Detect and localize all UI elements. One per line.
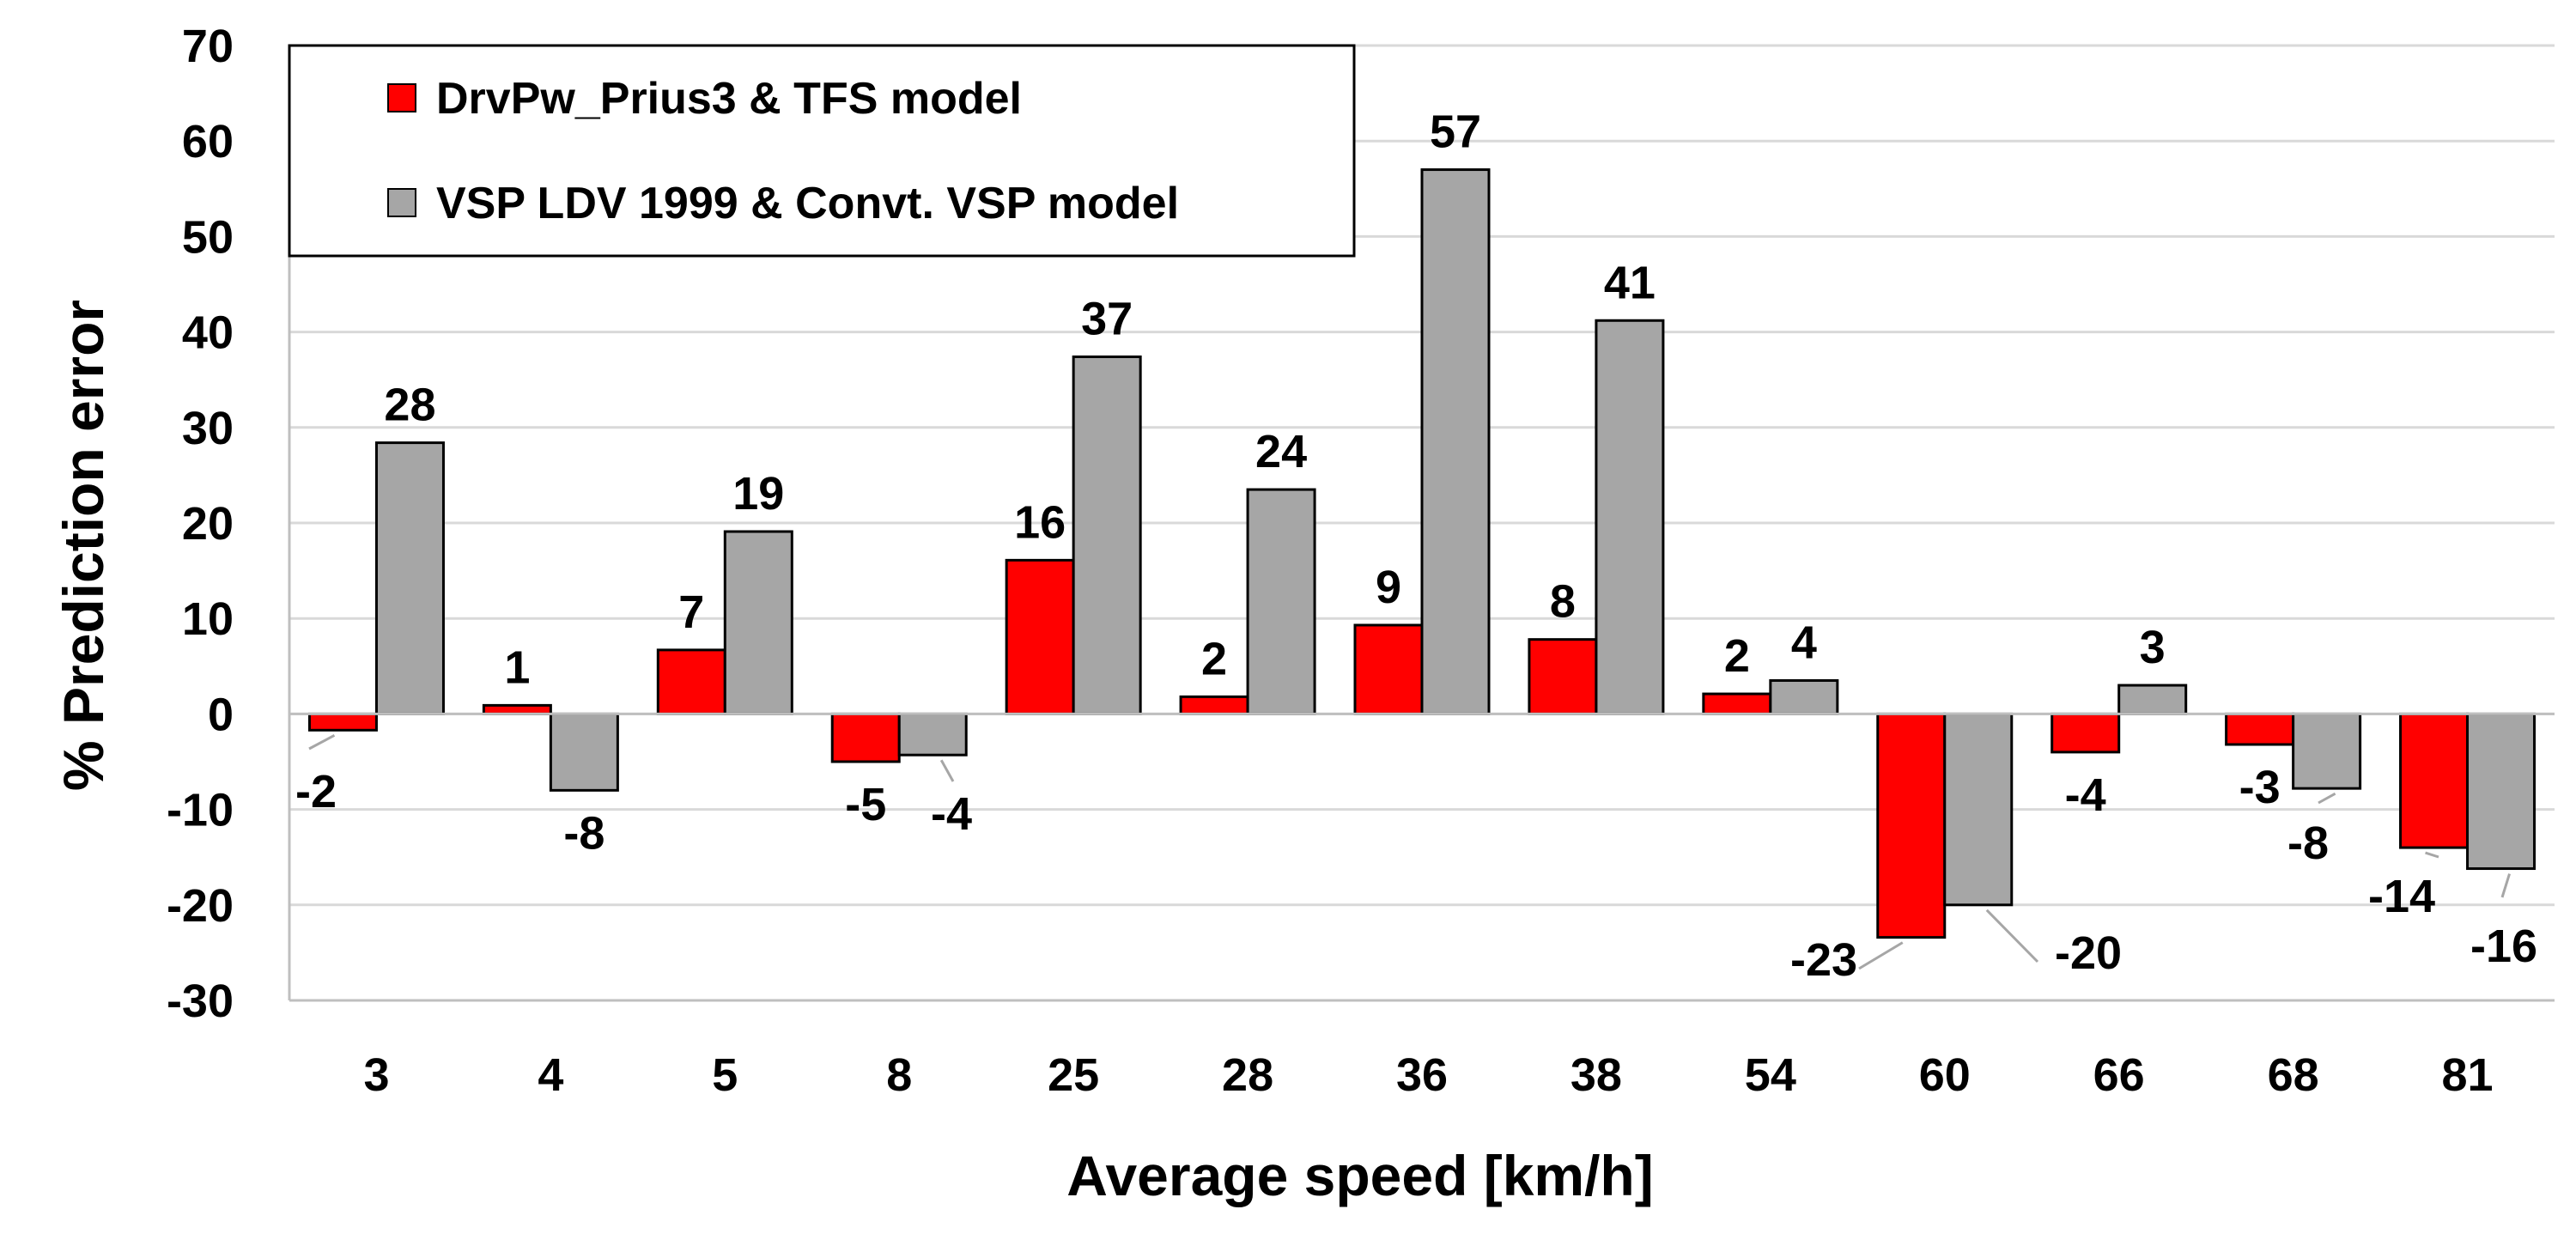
data-label-vsp: 3 (2140, 622, 2166, 673)
bar-drvpw (830, 712, 901, 763)
bar-vsp (723, 530, 793, 715)
bar-vsp (2117, 684, 2188, 715)
x-tick-label: 81 (2441, 1049, 2493, 1101)
bar-drvpw (1528, 638, 1598, 715)
data-label-vsp: 24 (1255, 426, 1307, 477)
y-tick-label: 0 (208, 689, 234, 740)
bar-drvpw (1353, 623, 1424, 715)
data-label-vsp: -4 (931, 788, 972, 840)
bar-drvpw (1876, 712, 1947, 939)
data-label-vsp: 28 (384, 380, 435, 431)
bar-drvpw (2399, 712, 2470, 849)
data-label-drvpw: 9 (1376, 562, 1401, 613)
data-label-drvpw: -5 (845, 779, 886, 830)
bar-vsp (1769, 678, 1839, 715)
y-tick-label: 20 (182, 498, 234, 550)
bar-drvpw (2050, 712, 2121, 754)
leader-line (1985, 909, 2039, 963)
y-tick-label: 30 (182, 403, 234, 454)
leader-line (2318, 792, 2336, 805)
bars (307, 168, 2537, 939)
legend-label-drvpw: DrvPw_Prius3 & TFS model (436, 74, 1022, 124)
data-label-drvpw: 1 (504, 641, 530, 693)
legend-label-vsp: VSP LDV 1999 & Convt. VSP model (436, 179, 1179, 228)
bar-vsp (374, 441, 445, 715)
bar-vsp (1420, 168, 1491, 715)
bar-drvpw (307, 712, 378, 732)
bar-drvpw (482, 703, 552, 715)
leader-line (2500, 873, 2511, 898)
bar-vsp (1943, 712, 2014, 907)
leader-lines (308, 733, 2511, 970)
data-label-vsp: 19 (732, 468, 784, 520)
data-label-vsp: 37 (1081, 294, 1133, 345)
data-label-drvpw: -23 (1790, 934, 1857, 986)
x-tick-label: 3 (363, 1049, 389, 1101)
bar-drvpw (656, 648, 726, 715)
x-tick-label: 5 (712, 1049, 738, 1101)
x-tick-label: 54 (1745, 1049, 1796, 1101)
data-label-vsp: -16 (2470, 921, 2537, 972)
x-tick-label: 28 (1222, 1049, 1273, 1101)
data-label-vsp: 57 (1430, 106, 1481, 158)
data-label-drvpw: 16 (1014, 496, 1066, 548)
leader-line (939, 759, 955, 782)
x-tick-label: 8 (886, 1049, 912, 1101)
leader-line (2425, 851, 2439, 859)
data-labels: -2 1 7 -5 16 2 9 8 2 -23 -4 -3 -14 28 -8 19 -4 37 24 57 41 4 -… (295, 106, 2537, 986)
bar-drvpw (1179, 695, 1249, 715)
data-label-vsp: -20 (2055, 927, 2122, 979)
y-tick-label: 70 (182, 21, 234, 72)
x-tick-label: 36 (1396, 1049, 1448, 1101)
x-tick-label: 25 (1048, 1049, 1099, 1101)
data-label-drvpw: -14 (2368, 871, 2435, 922)
leader-line (308, 733, 336, 751)
y-tick-label: 40 (182, 307, 234, 359)
data-label-drvpw: -2 (295, 766, 337, 817)
bar-drvpw (1702, 692, 1772, 715)
data-label-drvpw: 8 (1550, 576, 1576, 628)
y-tick-label: 10 (182, 593, 234, 645)
legend-box (288, 44, 1356, 258)
bar-drvpw (2225, 712, 2295, 746)
x-tick-label: 60 (1919, 1049, 1971, 1101)
bar-vsp (2466, 712, 2537, 871)
legend-swatch-vsp (387, 188, 416, 217)
data-label-drvpw: -3 (2239, 762, 2281, 813)
x-tick-label: 38 (1571, 1049, 1622, 1101)
leader-line (1858, 941, 1904, 970)
data-label-drvpw: -4 (2065, 769, 2106, 821)
data-label-drvpw: 7 (678, 586, 704, 638)
bar-vsp (897, 712, 968, 757)
data-label-drvpw: 2 (1201, 633, 1227, 684)
legend: DrvPw_Prius3 & TFS model VSP LDV 1999 & … (288, 44, 1356, 258)
data-label-drvpw: 2 (1724, 630, 1750, 682)
bar-vsp (1595, 319, 1665, 715)
y-axis-title: % Prediction error (52, 300, 115, 791)
legend-swatch-drvpw (387, 83, 416, 112)
data-label-vsp: -8 (2287, 817, 2329, 869)
bar-drvpw (1005, 558, 1075, 715)
x-tick-label: 68 (2268, 1049, 2319, 1101)
x-tick-label: 66 (2093, 1049, 2145, 1101)
y-tick-label: 60 (182, 116, 234, 167)
data-label-vsp: 41 (1604, 257, 1656, 308)
x-tick-label: 4 (538, 1049, 563, 1101)
y-tick-label: -20 (167, 880, 234, 932)
x-axis-title: Average speed [km/h] (1066, 1144, 1653, 1207)
y-tick-label: -30 (167, 975, 234, 1027)
bar-vsp (549, 712, 619, 792)
y-tick-label: 50 (182, 211, 234, 263)
data-label-vsp: 4 (1791, 617, 1817, 668)
bar-vsp (1246, 488, 1316, 715)
bar-vsp (1072, 356, 1142, 715)
y-tick-label: -10 (167, 785, 234, 836)
bar-vsp (2292, 712, 2362, 790)
data-label-vsp: -8 (563, 807, 605, 859)
